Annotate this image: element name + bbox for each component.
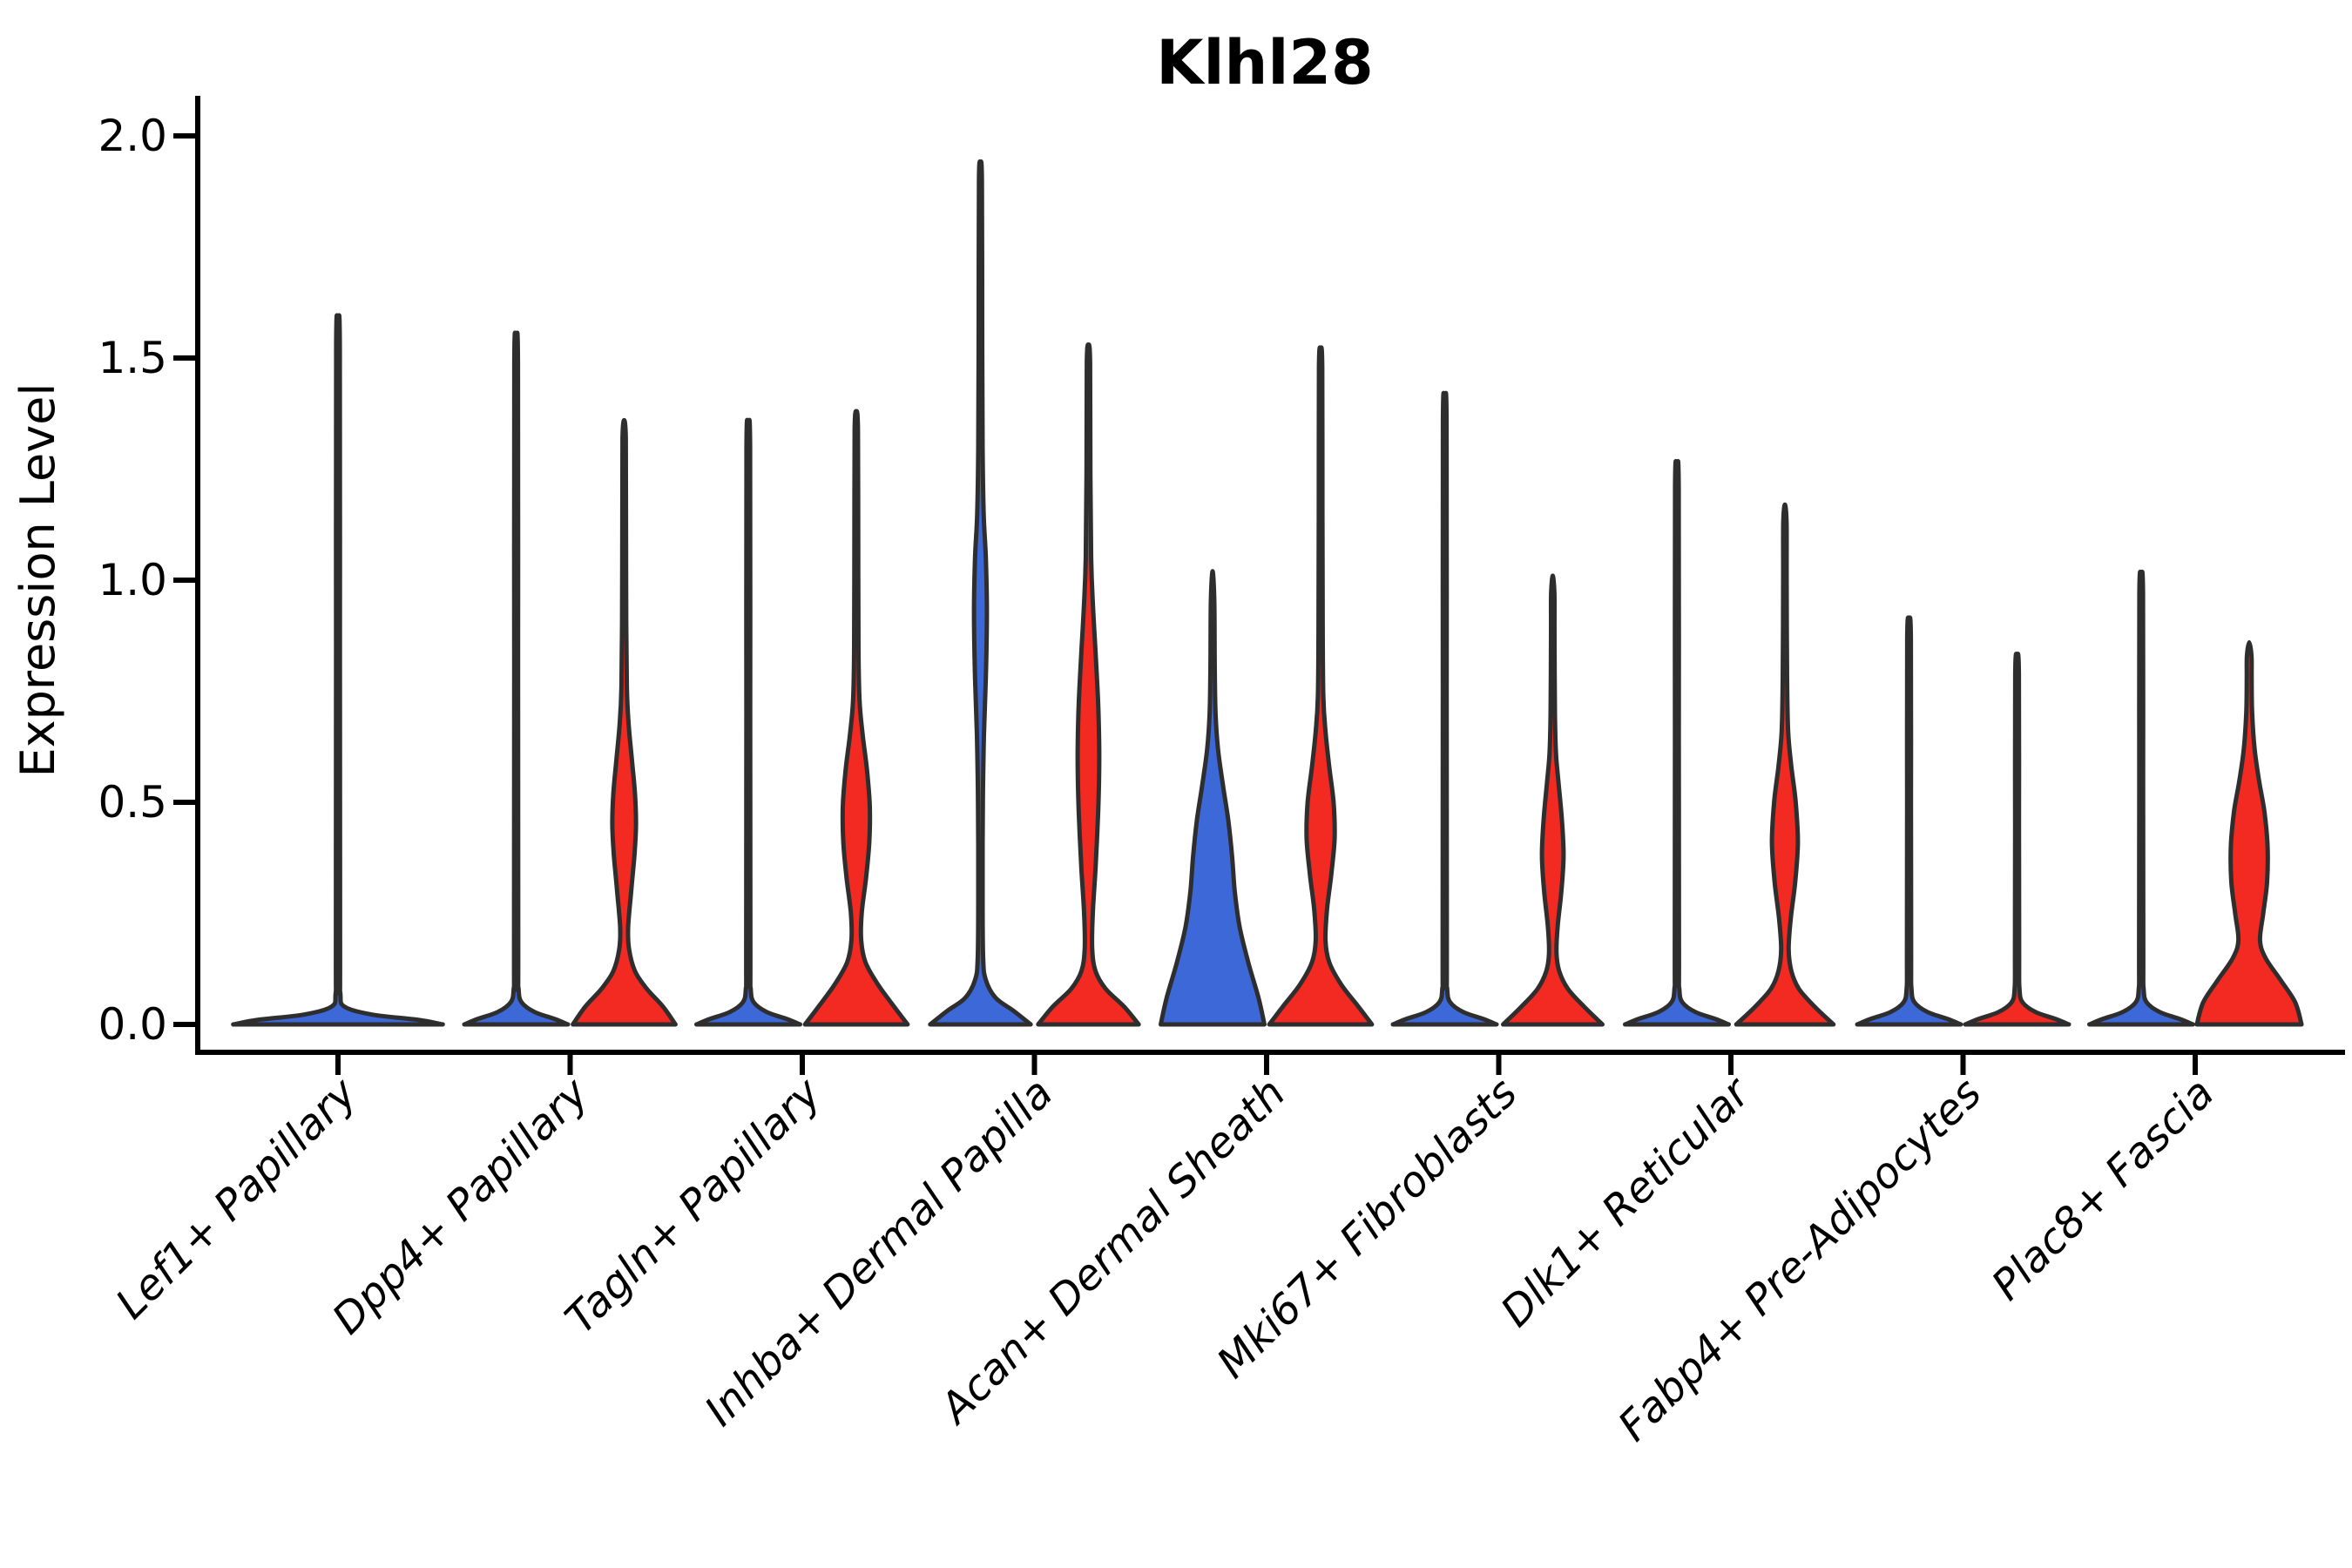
violin-inhba-dermal-papilla-blue xyxy=(928,159,1033,1027)
violin-dpp4-papillary-red xyxy=(571,417,678,1027)
violin-fabp4-pre-adipocytes-red xyxy=(1963,652,2072,1027)
violin-mki67-fibroblasts-blue xyxy=(1390,390,1499,1027)
violin-inhba-dermal-papilla-red xyxy=(1036,342,1141,1027)
violin-lef1-papillary-blue xyxy=(231,313,445,1027)
violin-acan-dermal-sheath-blue xyxy=(1159,569,1267,1027)
plot-area xyxy=(173,96,2345,1075)
violin-plac8-fascia-red xyxy=(2194,639,2304,1027)
chart-title: Klhl28 xyxy=(1156,27,1373,98)
x-tick-label-tagln-papillary: Tagln+ Papillary xyxy=(556,1068,831,1343)
x-tick-label-plac8-fascia: Plac8+ Fascia xyxy=(1983,1069,2224,1310)
violin-dpp4-papillary-blue xyxy=(462,330,571,1027)
violin-fabp4-pre-adipocytes-blue xyxy=(1855,615,1963,1027)
x-tick-label-dpp4-papillary: Dpp4+ Papillary xyxy=(323,1068,598,1343)
violin-dlk1-reticular-red xyxy=(1734,502,1836,1027)
x-tick-label-lef1-papillary: Lef1+ Papillary xyxy=(106,1068,367,1328)
violin-dlk1-reticular-blue xyxy=(1623,459,1731,1027)
violin-mki67-fibroblasts-red xyxy=(1501,573,1605,1027)
x-tick-labels: Lef1+ Papillary Dpp4+ Papillary Tagln+ P… xyxy=(106,1067,2223,1451)
y-tick-label: 1.5 xyxy=(98,333,167,383)
y-tick-label: 0.0 xyxy=(98,999,167,1050)
y-tick-label: 1.0 xyxy=(98,555,167,605)
y-axis-label: Expression Level xyxy=(10,383,65,778)
violin-plac8-fascia-blue xyxy=(2087,569,2195,1027)
y-tick-label: 0.5 xyxy=(98,777,167,828)
y-tick-label: 2.0 xyxy=(98,111,167,161)
x-tick-label-dlk1-reticular: Dlk1+ Reticular xyxy=(1491,1067,1761,1337)
violin-acan-dermal-sheath-red xyxy=(1267,345,1375,1027)
violin-tagln-papillary-red xyxy=(802,409,910,1027)
y-tick-labels: 2.0 1.5 1.0 0.5 0.0 xyxy=(98,111,167,1050)
violin-tagln-papillary-blue xyxy=(694,417,802,1027)
